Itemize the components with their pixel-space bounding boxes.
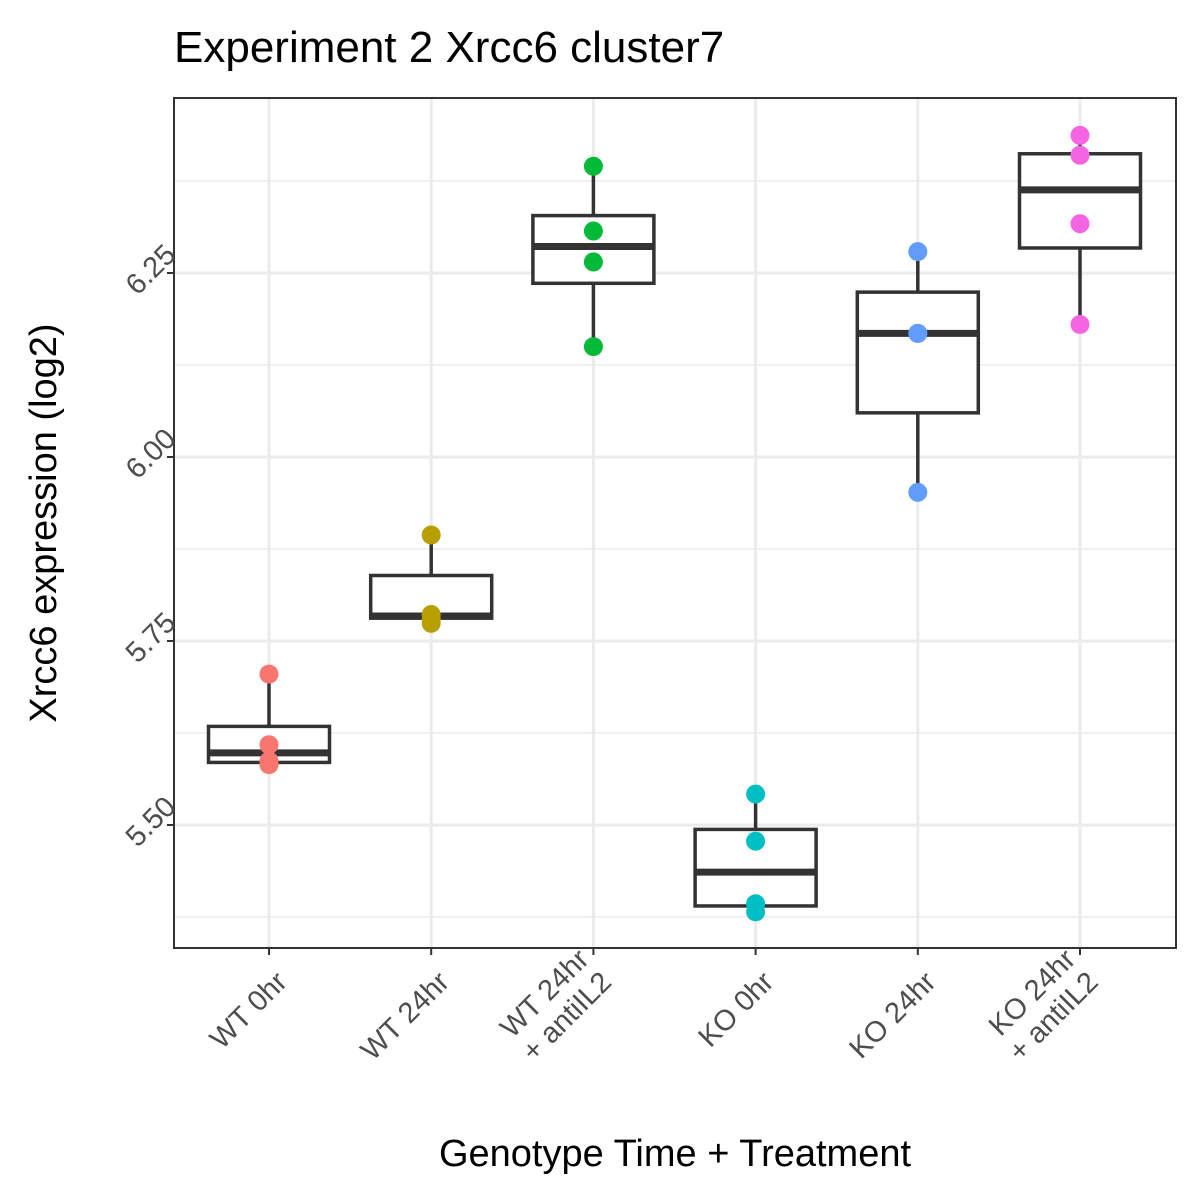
x-axis-tick-labels: WT 0hr WT 24hr WT 24hr+ antiIL2 KO 0hr KO 24…	[204, 943, 1105, 1068]
x-tick-label: KO 24hr	[843, 966, 942, 1065]
box-iqr	[1017, 152, 1143, 250]
x-tick-label-line: KO 24hr	[843, 966, 942, 1065]
data-point	[583, 221, 603, 241]
data-point	[908, 242, 928, 262]
x-tick-label: WT 24hr	[355, 966, 456, 1067]
chart-title: Experiment 2 Xrcc6 cluster7	[174, 23, 724, 72]
box-group	[855, 251, 981, 493]
data-point	[259, 664, 279, 684]
y-axis-tick-labels: 5.50 5.75 6.00 6.25	[120, 239, 183, 854]
y-tick-label: 5.75	[120, 607, 183, 670]
data-point	[746, 784, 766, 804]
data-point	[746, 831, 766, 851]
data-point	[583, 156, 603, 176]
plot-panel-border	[173, 97, 1177, 949]
data-point	[259, 735, 279, 755]
x-axis-title: Genotype Time + Treatment	[439, 1133, 912, 1175]
y-axis-title: Xrcc6 expression (log2)	[23, 323, 65, 722]
x-tick-label: WT 24hr+ antiIL2	[494, 943, 619, 1068]
y-tick-label: 5.50	[120, 791, 183, 854]
data-point	[1070, 125, 1090, 145]
data-point	[421, 525, 441, 545]
x-tick-label-line: KO 0hr	[693, 966, 781, 1054]
data-point	[421, 613, 441, 633]
data-point	[1070, 315, 1090, 335]
data-point	[1070, 214, 1090, 234]
data-points	[259, 125, 1090, 922]
data-point	[908, 482, 928, 502]
y-tick-label: 6.00	[120, 423, 183, 486]
x-tick-label: KO 24hr+ antiIL2	[980, 943, 1105, 1068]
data-point	[1070, 145, 1090, 165]
x-tick-label: WT 0hr	[204, 966, 294, 1056]
x-tick-label-line: WT 0hr	[204, 966, 294, 1056]
data-point	[746, 902, 766, 922]
data-point	[583, 252, 603, 272]
x-tick-label: KO 0hr	[693, 966, 781, 1054]
data-point	[259, 755, 279, 775]
x-tick-label-line: WT 24hr	[355, 966, 456, 1067]
axis-ticks	[167, 272, 1081, 955]
data-point	[908, 323, 928, 343]
box-plots	[206, 135, 1143, 915]
data-point	[583, 337, 603, 357]
y-tick-label: 6.25	[120, 239, 183, 302]
box-iqr	[855, 290, 981, 415]
